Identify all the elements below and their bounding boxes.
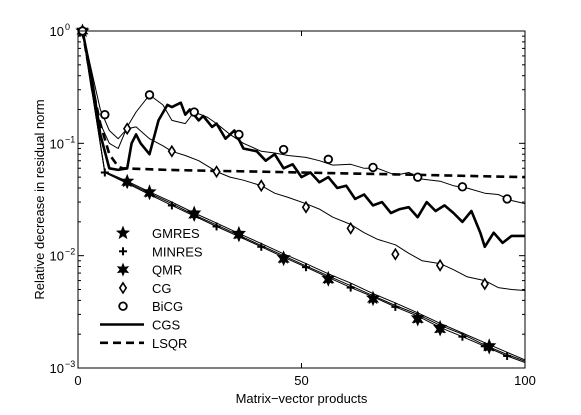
marker-qmr-7 — [367, 292, 380, 307]
marker-qmr-10 — [483, 340, 496, 355]
marker-cg-4 — [257, 179, 266, 193]
y-tick-exponent-0: −3 — [65, 359, 75, 369]
legend-marker-cg — [118, 281, 128, 295]
marker-qmr-6 — [322, 272, 335, 287]
legend-item-qmr: QMR — [116, 262, 182, 278]
marker-cg-8 — [435, 258, 445, 272]
y-tick-exponent-3: 0 — [65, 22, 70, 32]
legend-item-cg: CG — [118, 281, 172, 296]
marker-bicg-5 — [278, 144, 289, 155]
legend-label-cg: CG — [152, 281, 172, 296]
legend-label-cgs: CGS — [152, 318, 181, 333]
legend-marker-bicg — [118, 301, 128, 311]
marker-bicg-10 — [502, 194, 512, 204]
marker-cg-3 — [212, 165, 221, 179]
legend: GMRES MINRES QMR CG BiCG CGS LSQR — [100, 225, 203, 351]
legend-item-cgs: CGS — [100, 318, 181, 333]
marker-minres-13 — [391, 302, 400, 311]
series-line-cgs — [81, 31, 525, 249]
legend-item-minres: MINRES — [119, 244, 203, 259]
y-tick-label-0: 10 — [50, 361, 64, 376]
marker-minres-3 — [167, 201, 176, 210]
legend-marker-qmr — [116, 262, 130, 277]
legend-label-bicg: BiCG — [152, 299, 183, 314]
marker-bicg-9 — [457, 182, 468, 192]
marker-bicg-3 — [189, 107, 199, 117]
marker-qmr-3 — [188, 208, 201, 222]
marker-bicg-6 — [323, 154, 334, 165]
marker-cg-2 — [167, 144, 177, 158]
y-tick-exponent-2: −1 — [65, 134, 75, 144]
marker-minres-11 — [346, 283, 355, 292]
y-tick-label-1: 10 — [50, 249, 64, 264]
marker-qmr-8 — [411, 312, 424, 327]
marker-bicg-2 — [144, 90, 155, 100]
marker-qmr-1 — [121, 175, 134, 190]
y-tick-label-2: 10 — [50, 136, 64, 151]
legend-item-gmres: GMRES — [115, 225, 200, 241]
marker-qmr-4 — [232, 228, 245, 243]
legend-label-qmr: QMR — [152, 263, 182, 278]
marker-cg-7 — [391, 247, 400, 261]
legend-marker-gmres — [115, 225, 131, 240]
legend-item-lsqr: LSQR — [100, 336, 187, 351]
marker-bicg-1 — [100, 109, 110, 120]
marker-cg-5 — [301, 200, 311, 214]
legend-marker-minres — [119, 247, 127, 256]
plot-area — [78, 31, 525, 368]
marker-layer — [75, 23, 512, 360]
marker-minres-5 — [212, 222, 221, 231]
marker-minres-7 — [257, 242, 266, 251]
x-tick-label-2: 100 — [514, 373, 536, 388]
marker-qmr-5 — [277, 252, 290, 267]
x-tick-label-0: 0 — [74, 373, 81, 388]
marker-minres-16 — [458, 332, 467, 341]
marker-qmr-9 — [434, 322, 447, 337]
series-line-lsqr — [81, 31, 525, 179]
marker-cg-6 — [346, 221, 355, 235]
legend-label-lsqr: LSQR — [152, 336, 187, 351]
series-line-cg — [82, 31, 525, 291]
marker-minres-18 — [503, 351, 512, 360]
marker-qmr-2 — [143, 186, 156, 201]
marker-minres-9 — [301, 263, 310, 272]
y-tick-exponent-1: −2 — [65, 247, 75, 257]
marker-cg-1 — [123, 122, 132, 136]
marker-bicg-4 — [234, 129, 244, 140]
legend-item-bicg: BiCG — [118, 299, 183, 314]
legend-label-minres: MINRES — [152, 244, 203, 259]
marker-cg-9 — [480, 277, 489, 291]
x-tick-label-1: 50 — [294, 373, 308, 388]
legend-label-gmres: GMRES — [152, 226, 200, 241]
x-axis-label: Matrix−vector products — [236, 391, 368, 406]
marker-bicg-8 — [413, 172, 423, 182]
marker-minres-0 — [100, 168, 109, 177]
y-tick-label-3: 10 — [50, 24, 64, 39]
marker-bicg-7 — [368, 162, 378, 173]
y-axis-label: Relative decrease in residual norm — [32, 99, 47, 299]
